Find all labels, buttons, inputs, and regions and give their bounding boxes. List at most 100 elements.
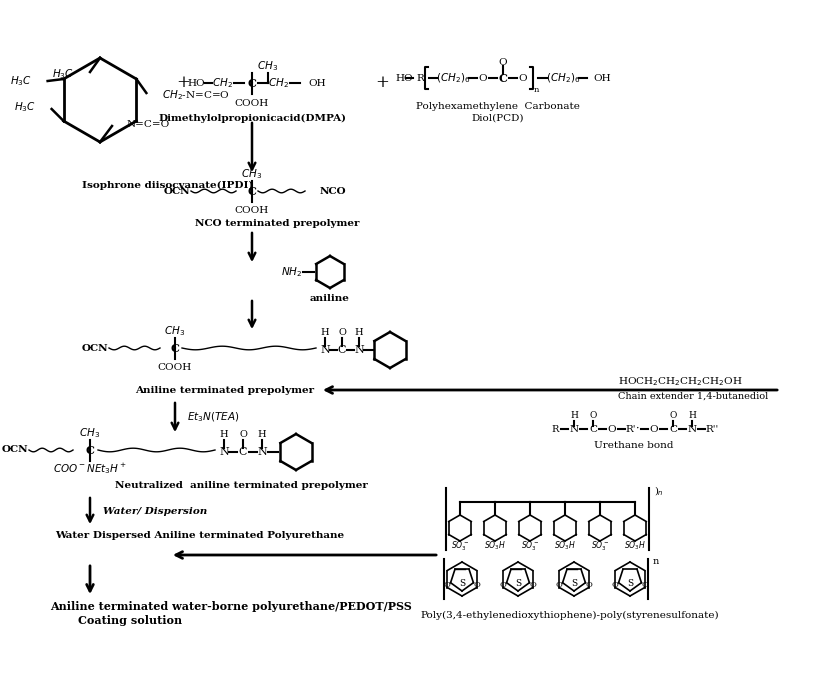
- Text: O: O: [337, 328, 346, 337]
- Text: $CH_2$-N=C=O: $CH_2$-N=C=O: [162, 88, 230, 102]
- Text: O: O: [518, 74, 527, 83]
- Text: Poly(3,4-ethylenedioxythiophene)-poly(styrenesulfonate): Poly(3,4-ethylenedioxythiophene)-poly(st…: [420, 611, 718, 620]
- Text: N: N: [568, 425, 578, 434]
- Text: aniline: aniline: [310, 294, 350, 303]
- Text: $(CH_2)_6$: $(CH_2)_6$: [545, 71, 579, 85]
- Text: $H_3C$: $H_3C$: [10, 74, 32, 88]
- Text: $SO_3^-$: $SO_3^-$: [520, 539, 539, 552]
- Text: $(CH_2)_6$: $(CH_2)_6$: [436, 71, 469, 85]
- Text: S: S: [514, 579, 520, 589]
- Text: H: H: [320, 328, 329, 337]
- Text: $NH_2$: $NH_2$: [280, 265, 301, 279]
- Text: H: H: [687, 410, 695, 419]
- Text: Polyhexamethylene  Carbonate: Polyhexamethylene Carbonate: [415, 101, 579, 110]
- Text: Water/ Dispersion: Water/ Dispersion: [103, 507, 207, 516]
- Text: NCO: NCO: [319, 187, 346, 196]
- Text: C: C: [588, 425, 596, 434]
- Text: $SO_3H$: $SO_3H$: [483, 540, 505, 552]
- Text: Dimethylolpropionicacid(DMPA): Dimethylolpropionicacid(DMPA): [158, 113, 346, 123]
- Text: C: C: [337, 345, 346, 355]
- Text: R: R: [415, 74, 423, 83]
- Text: O: O: [555, 581, 562, 589]
- Text: NCO terminated prepolymer: NCO terminated prepolymer: [195, 219, 359, 228]
- Text: OCN: OCN: [2, 446, 28, 455]
- Text: N: N: [354, 345, 364, 355]
- Text: Chain extender 1,4-butanediol: Chain extender 1,4-butanediol: [618, 391, 767, 400]
- Text: HOCH$_2$CH$_2$CH$_2$CH$_2$OH: HOCH$_2$CH$_2$CH$_2$CH$_2$OH: [618, 375, 742, 389]
- Text: C: C: [85, 444, 94, 455]
- Text: HO: HO: [395, 74, 412, 83]
- Text: C: C: [247, 185, 256, 196]
- Text: $CH_2$: $CH_2$: [267, 76, 288, 90]
- Text: $CH_3$: $CH_3$: [79, 426, 101, 440]
- Text: R': R': [625, 425, 636, 434]
- Text: O: O: [499, 581, 506, 589]
- Text: O: O: [478, 74, 486, 83]
- Text: $SO_3^-$: $SO_3^-$: [450, 539, 468, 552]
- Text: O: O: [640, 581, 648, 589]
- Text: Diol(PCD): Diol(PCD): [471, 114, 523, 123]
- Text: N=C=O: N=C=O: [126, 119, 170, 128]
- Text: S: S: [570, 579, 577, 589]
- Text: OCN: OCN: [81, 344, 108, 353]
- Text: Urethane bond: Urethane bond: [594, 441, 673, 450]
- Text: +: +: [176, 74, 190, 90]
- Text: C: C: [668, 425, 676, 434]
- Text: Neutralized  aniline terminated prepolymer: Neutralized aniline terminated prepolyme…: [115, 480, 368, 489]
- Text: Coating solution: Coating solution: [78, 616, 182, 627]
- Text: O: O: [473, 581, 480, 589]
- Text: H: H: [355, 328, 363, 337]
- Text: S: S: [459, 579, 464, 589]
- Text: C: C: [247, 78, 256, 89]
- Text: S: S: [627, 579, 632, 589]
- Text: Aniline terminated water-borne polyurethane/PEDOT/PSS: Aniline terminated water-borne polyureth…: [50, 602, 411, 613]
- Text: OH: OH: [308, 78, 325, 87]
- Text: O: O: [607, 425, 616, 434]
- Text: O: O: [611, 581, 618, 589]
- Text: O: O: [529, 581, 536, 589]
- Text: )$_n$: )$_n$: [654, 484, 663, 498]
- Text: O: O: [498, 58, 507, 67]
- Text: $CH_3$: $CH_3$: [165, 324, 185, 338]
- Text: COOH: COOH: [234, 99, 269, 108]
- Text: Aniline terminated prepolymer: Aniline terminated prepolymer: [135, 385, 314, 394]
- Text: H: H: [257, 430, 266, 439]
- Text: O: O: [649, 425, 658, 434]
- Text: +: +: [374, 74, 388, 90]
- Text: $CH_2$: $CH_2$: [211, 76, 232, 90]
- Text: OCN: OCN: [163, 187, 190, 196]
- Text: $H_3C$: $H_3C$: [52, 67, 74, 81]
- Text: ·: ·: [636, 424, 639, 434]
- Text: $SO_3H$: $SO_3H$: [554, 540, 575, 552]
- Text: R: R: [550, 425, 558, 434]
- Text: HO: HO: [188, 78, 205, 87]
- Text: $CH_3$: $CH_3$: [257, 59, 278, 73]
- Text: O: O: [668, 410, 676, 419]
- Text: $H_3C$: $H_3C$: [14, 100, 35, 114]
- Text: N: N: [686, 425, 695, 434]
- Text: COOH: COOH: [234, 205, 269, 214]
- Text: $CH_3$: $CH_3$: [241, 167, 262, 181]
- Text: O: O: [239, 430, 247, 439]
- Text: C: C: [498, 72, 507, 83]
- Text: OH: OH: [592, 74, 610, 83]
- Text: Water Dispersed Aniline terminated Polyurethane: Water Dispersed Aniline terminated Polyu…: [55, 530, 344, 539]
- Text: O: O: [443, 581, 450, 589]
- Text: COOH: COOH: [158, 362, 192, 371]
- Text: N: N: [257, 447, 266, 457]
- Text: $COO^-NEt_3H^+$: $COO^-NEt_3H^+$: [53, 462, 127, 477]
- Text: H: H: [219, 430, 228, 439]
- Text: R'': R'': [704, 425, 717, 434]
- Text: $Et_3N(TEA)$: $Et_3N(TEA)$: [187, 410, 239, 424]
- Text: H: H: [569, 410, 577, 419]
- Text: n: n: [532, 86, 538, 94]
- Text: $SO_3^-$: $SO_3^-$: [590, 539, 609, 552]
- Text: $SO_3H$: $SO_3H$: [623, 540, 645, 552]
- Text: O: O: [589, 410, 596, 419]
- Text: N: N: [319, 345, 329, 355]
- Text: O: O: [585, 581, 591, 589]
- Text: C: C: [170, 343, 179, 353]
- Text: Isophrone diisocyanate(IPDI): Isophrone diisocyanate(IPDI): [82, 180, 253, 189]
- Text: C: C: [238, 447, 247, 457]
- Text: n: n: [652, 557, 658, 566]
